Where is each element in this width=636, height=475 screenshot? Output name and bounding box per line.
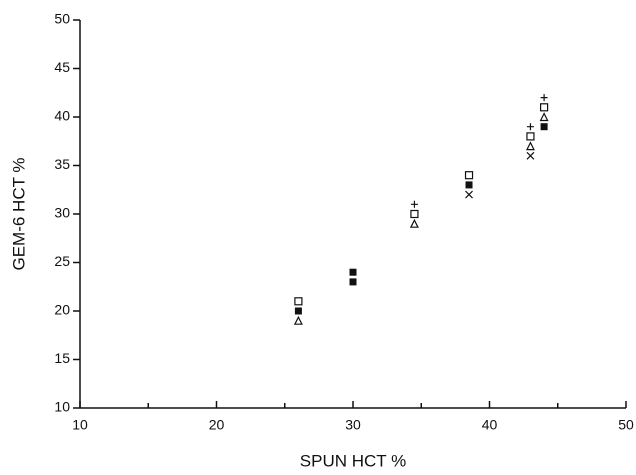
x-tick-label: 40 — [482, 417, 498, 433]
marker — [465, 181, 473, 189]
marker — [464, 171, 474, 180]
y-tick-label: 25 — [54, 253, 70, 269]
marker — [526, 123, 534, 131]
y-tick-label: 10 — [54, 399, 70, 415]
x-tick-label: 30 — [345, 417, 361, 433]
marker — [539, 112, 549, 122]
x-tick-label: 10 — [72, 417, 88, 433]
marker — [349, 278, 357, 286]
y-tick-label: 45 — [54, 59, 70, 75]
marker — [293, 315, 303, 325]
marker — [294, 307, 302, 315]
marker — [409, 218, 419, 228]
marker — [294, 297, 303, 306]
marker — [410, 200, 418, 208]
marker — [540, 123, 548, 131]
marker — [525, 141, 535, 151]
marker — [539, 103, 549, 112]
marker — [526, 132, 535, 141]
y-tick-label: 30 — [54, 205, 70, 221]
marker — [465, 190, 473, 199]
y-tick-label: 20 — [54, 302, 70, 318]
y-tick-label: 15 — [54, 350, 70, 366]
marker — [349, 268, 357, 276]
y-axis-title: GEM-6 HCT % — [9, 157, 28, 270]
x-tick-label: 50 — [618, 417, 634, 433]
x-axis-title: SPUN HCT % — [300, 451, 406, 470]
y-tick-label: 50 — [54, 11, 70, 27]
marker — [526, 151, 535, 160]
marker — [410, 209, 419, 219]
y-tick-label: 35 — [54, 156, 70, 172]
x-tick-label: 20 — [209, 417, 225, 433]
marker — [540, 94, 548, 102]
y-tick-label: 40 — [54, 108, 70, 124]
